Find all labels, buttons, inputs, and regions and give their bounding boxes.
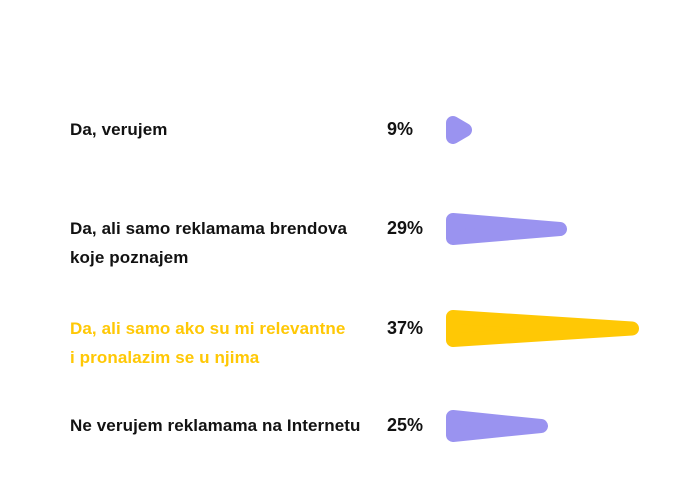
wedge-shape [446,409,548,442]
chart-row: Da, verujem 9% [0,115,700,173]
wedge-shape [446,310,639,347]
chart-row: Da, ali samo ako su mi relevantne i pron… [0,310,700,372]
value-label: 25% [387,415,424,435]
bar-wedge [446,310,639,347]
bar-wedge [446,115,472,144]
category-label: Da, ali samo ako su mi relevantne i pron… [70,319,346,367]
wedge-shape [446,212,567,245]
chart-row: Ne verujem reklamama na Internetu 25% [0,409,700,469]
value-label: 29% [387,218,424,238]
category-label: Da, verujem [70,120,168,139]
chart-row: Da, ali samo reklamama brendova koje poz… [0,212,700,272]
value-label: 9% [387,119,414,139]
bar-wedge [446,409,548,442]
value-label: 37% [387,318,424,338]
bar-wedge [446,212,567,245]
category-label: Da, ali samo reklamama brendova koje poz… [70,219,348,267]
wedge-shape [446,115,472,144]
category-label: Ne verujem reklamama na Internetu [70,416,361,435]
